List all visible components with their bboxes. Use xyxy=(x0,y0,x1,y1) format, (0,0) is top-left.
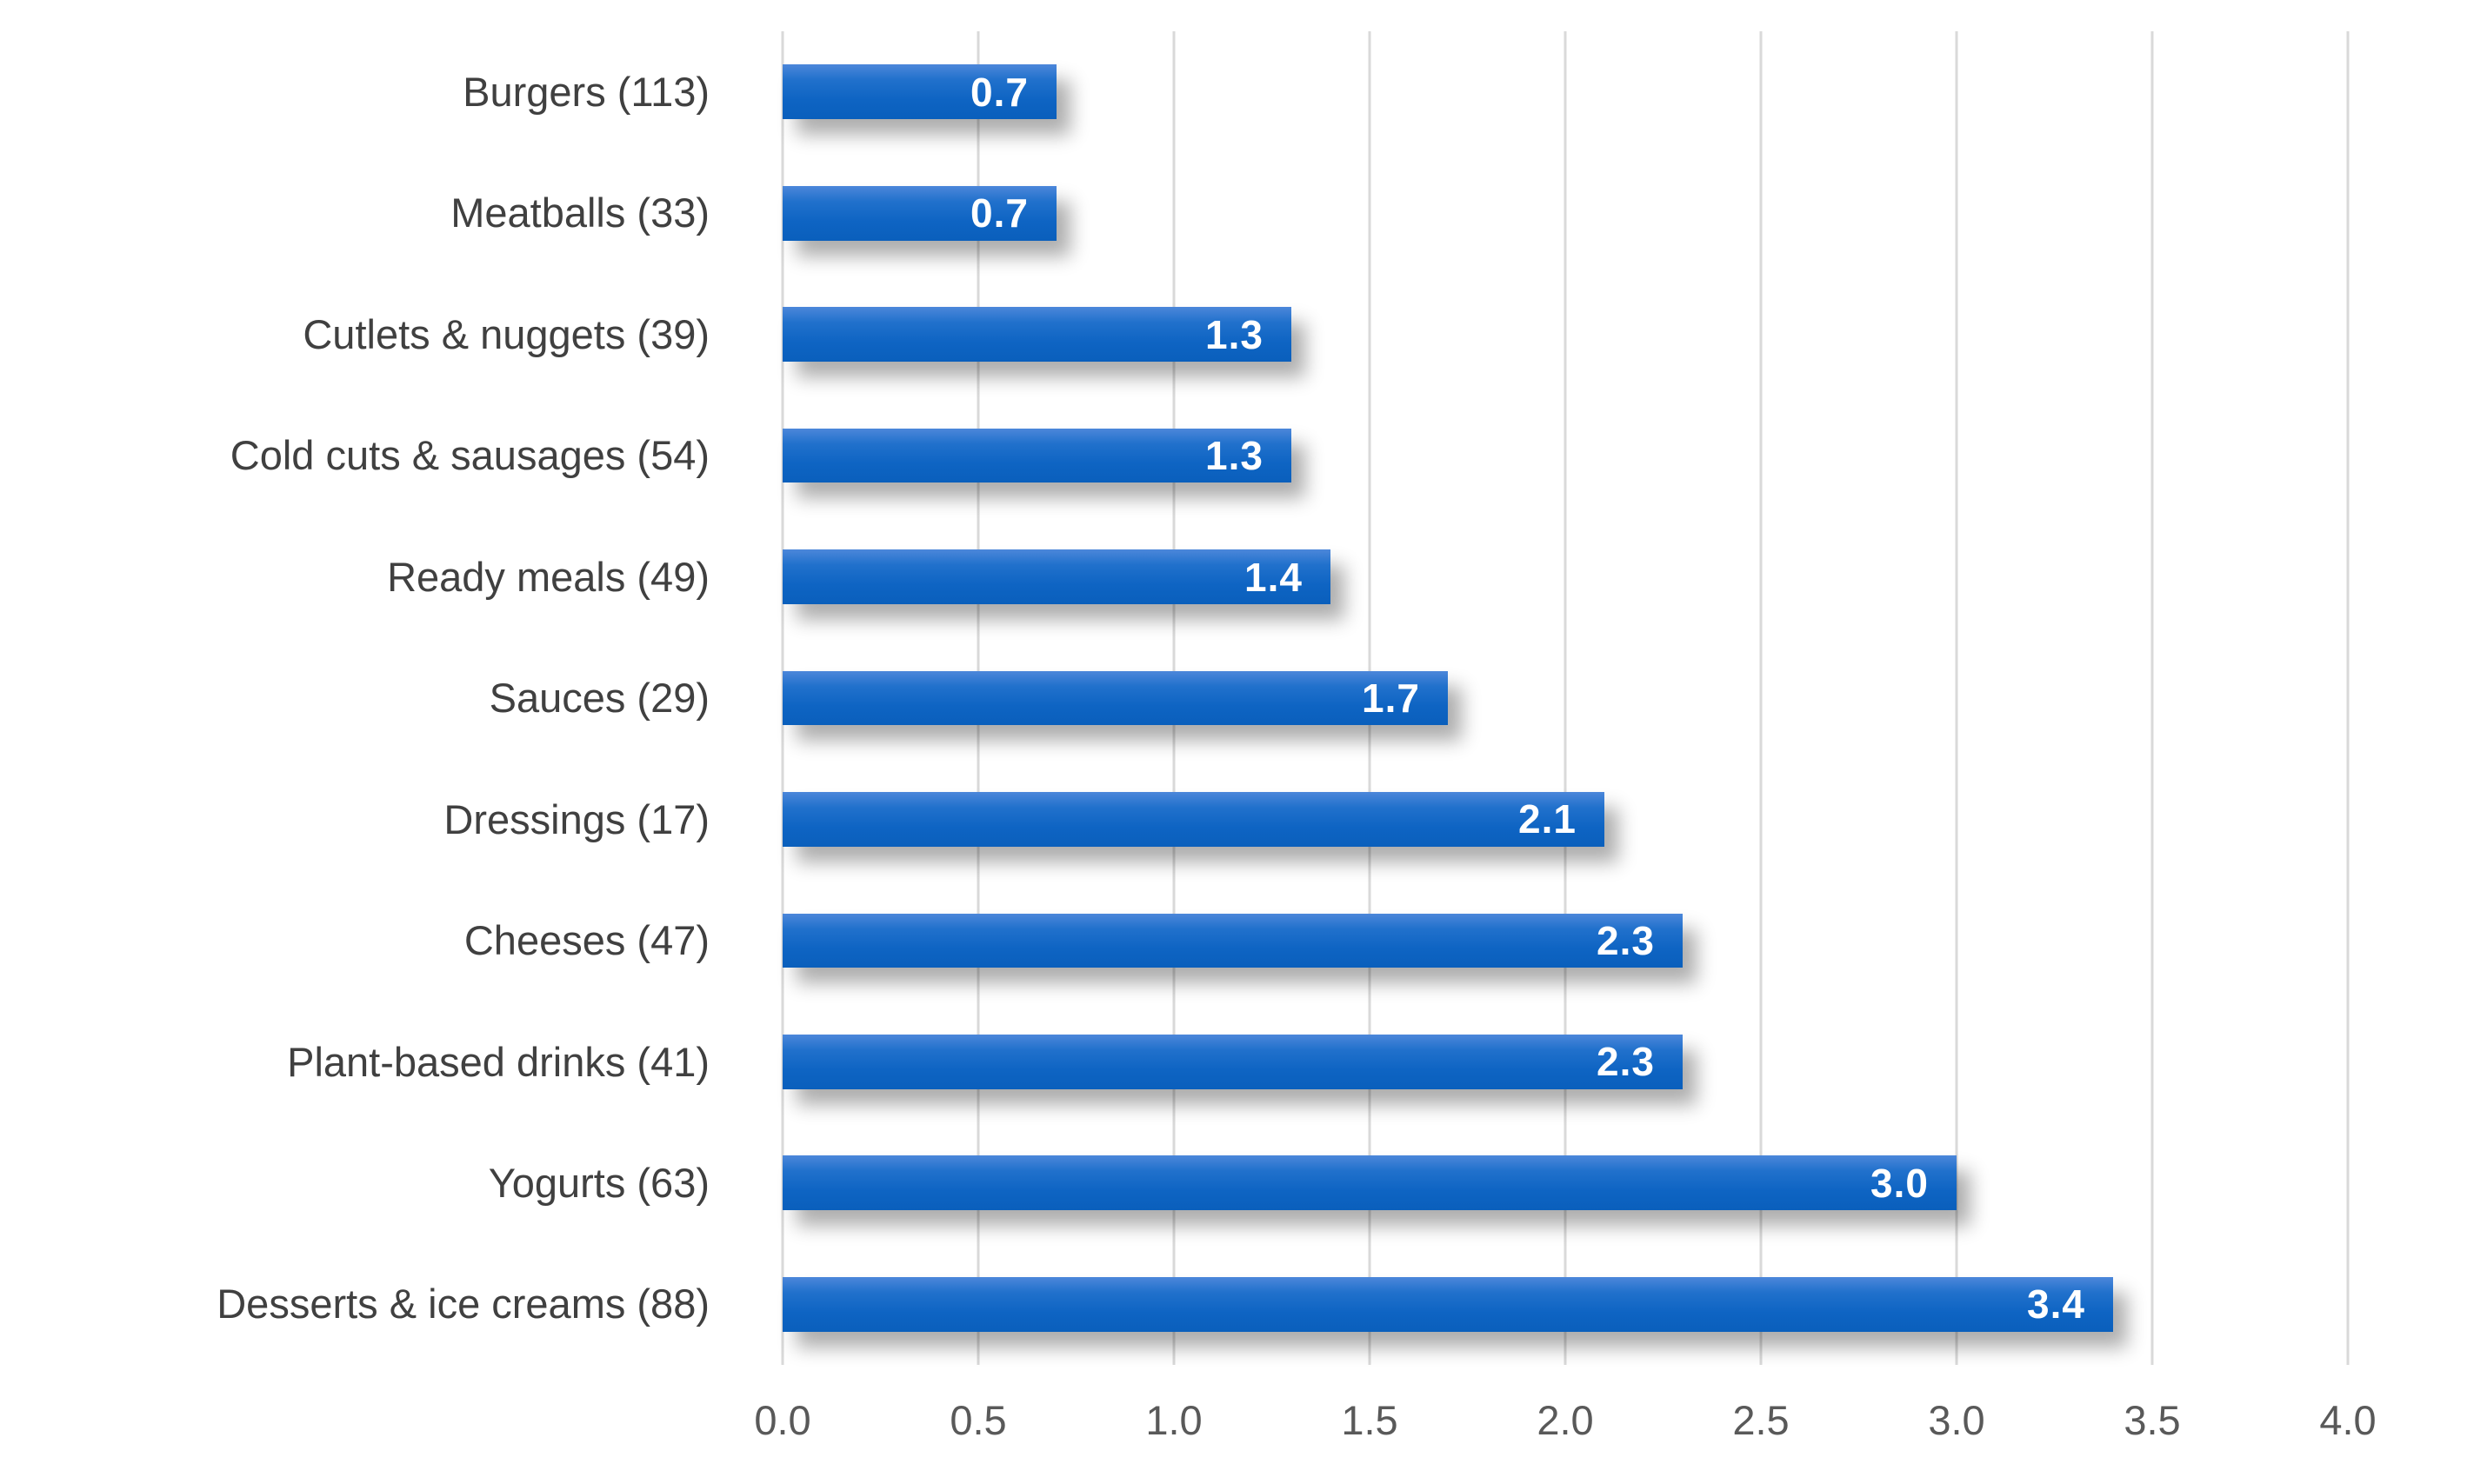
bar-value-label: 1.7 xyxy=(1362,675,1420,721)
bar-row: 2.1 xyxy=(783,759,2348,880)
value-axis: 0.0 0.5 1.0 1.5 2.0 2.5 3.0 3.5 4.0 xyxy=(754,1396,2376,1474)
bar: 1.3 xyxy=(783,307,1291,362)
bar: 1.4 xyxy=(783,549,1330,604)
bar: 3.4 xyxy=(783,1276,2113,1332)
category-label: Cold cuts & sausages (54) xyxy=(230,432,710,479)
bar-value-label: 2.3 xyxy=(1597,1039,1655,1085)
category-label: Yogurts (63) xyxy=(488,1159,710,1206)
plot-area: 0.7 0.7 1.3 1.3 1.4 1.7 2.1 2.3 2.3 xyxy=(781,31,2350,1365)
bar: 3.0 xyxy=(783,1155,1957,1211)
category-label: Plant-based drinks (41) xyxy=(287,1038,710,1085)
category-label: Cheeses (47) xyxy=(463,917,710,964)
bar-row: 0.7 xyxy=(783,152,2348,273)
category-label: Desserts & ice creams (88) xyxy=(217,1281,710,1328)
bar: 2.3 xyxy=(783,1034,1683,1089)
category-axis: Burgers (113) Meatballs (33) Cutlets & nug… xyxy=(0,31,746,1365)
bar-row: 3.0 xyxy=(783,1122,2348,1243)
bar-value-label: 3.4 xyxy=(2027,1281,2085,1328)
category-label: Sauces (29) xyxy=(489,675,710,722)
axis-tick-label: 4.0 xyxy=(2319,1397,2377,1443)
bar: 0.7 xyxy=(783,185,1057,241)
bar-value-label: 1.4 xyxy=(1244,554,1303,600)
axis-tick-label: 2.0 xyxy=(1537,1397,1594,1443)
bar-row: 1.4 xyxy=(783,516,2348,637)
bar: 0.7 xyxy=(783,64,1057,120)
bar: 2.3 xyxy=(783,913,1683,968)
bar-value-label: 1.3 xyxy=(1205,433,1264,479)
axis-tick-label: 2.5 xyxy=(1732,1397,1790,1443)
axis-tick-label: 1.0 xyxy=(1145,1397,1203,1443)
axis-tick-label: 0.5 xyxy=(950,1397,1007,1443)
bar-value-label: 1.3 xyxy=(1205,311,1264,357)
bar-value-label: 0.7 xyxy=(970,190,1029,236)
bar-row: 1.7 xyxy=(783,637,2348,758)
category-label: Cutlets & nuggets (39) xyxy=(303,310,710,357)
category-label: Dressings (17) xyxy=(443,795,710,842)
axis-tick-label: 0.0 xyxy=(754,1397,811,1443)
category-label: Ready meals (49) xyxy=(387,553,710,600)
gridline xyxy=(1564,31,1567,1365)
axis-tick-label: 3.0 xyxy=(1928,1397,1985,1443)
axis-tick-label: 1.5 xyxy=(1341,1397,1398,1443)
bar-series: 0.7 0.7 1.3 1.3 1.4 1.7 2.1 2.3 2.3 xyxy=(783,31,2348,1365)
category-label: Meatballs (33) xyxy=(450,190,710,236)
bar: 2.1 xyxy=(783,792,1604,847)
bar-row: 3.4 xyxy=(783,1244,2348,1365)
bar-row: 1.3 xyxy=(783,274,2348,395)
bar: 1.7 xyxy=(783,670,1448,726)
gridline xyxy=(2150,31,2154,1365)
bar-row: 2.3 xyxy=(783,1002,2348,1122)
bar-row: 2.3 xyxy=(783,880,2348,1001)
bar-row: 0.7 xyxy=(783,31,2348,152)
gridline xyxy=(1759,31,1763,1365)
bar-value-label: 2.3 xyxy=(1597,917,1655,963)
bar: 1.3 xyxy=(783,428,1291,483)
bar-value-label: 0.7 xyxy=(970,69,1029,115)
bar-value-label: 2.1 xyxy=(1518,796,1577,842)
gridline xyxy=(1955,31,1958,1365)
axis-tick-label: 3.5 xyxy=(2124,1397,2181,1443)
bar-row: 1.3 xyxy=(783,395,2348,516)
category-label: Burgers (113) xyxy=(463,68,710,115)
bar-value-label: 3.0 xyxy=(1870,1160,1929,1206)
gridline xyxy=(2346,31,2350,1365)
